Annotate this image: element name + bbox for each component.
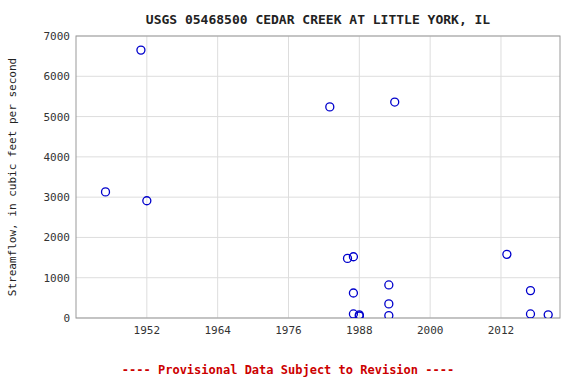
plot-frame (76, 36, 560, 318)
y-tick-label: 5000 (44, 111, 71, 124)
scatter-point (526, 287, 534, 295)
scatter-point (102, 188, 110, 196)
x-tick-label: 1952 (134, 324, 161, 337)
scatter-point (385, 281, 393, 289)
background (0, 0, 576, 384)
title: USGS 05468500 CEDAR CREEK AT LITTLE YORK… (146, 12, 491, 27)
y-tick-label: 3000 (44, 191, 71, 204)
x-tick-label: 2012 (488, 324, 515, 337)
x-grid-line (146, 36, 147, 318)
scatter-point (137, 46, 145, 54)
scatter-point (391, 98, 399, 106)
y-tick-label: 6000 (44, 70, 71, 83)
scatter-point (143, 197, 151, 205)
scatter-point (326, 103, 334, 111)
y-grid-line (76, 156, 560, 157)
scatter-point (349, 253, 357, 261)
y-grid-line (76, 277, 560, 278)
y-tick-label: 0 (63, 312, 70, 325)
x-tick-label: 2000 (417, 324, 444, 337)
y-tick-label: 4000 (44, 151, 71, 164)
x-grid-line (359, 36, 360, 318)
axes: 1952 1964 1976 1988 2000 2012 0 1000 2000 3000 400… (44, 30, 561, 337)
x-grid-line (500, 36, 501, 318)
footer-note: ---- Provisional Data Subject to Revisio… (122, 363, 454, 377)
x-tick-label: 1988 (346, 324, 373, 337)
x-grid-line (288, 36, 289, 318)
y-tick-label: 2000 (44, 231, 71, 244)
scatter-point (503, 250, 511, 258)
x-grid-line (217, 36, 218, 318)
scatter-point (349, 289, 357, 297)
y-grid-line (76, 76, 560, 77)
scatter-point (544, 311, 552, 318)
scatter-point (355, 312, 363, 318)
scatter-point (385, 312, 393, 318)
y-grid-line (76, 237, 560, 238)
x-tick-label: 1964 (204, 324, 231, 337)
scatter-point (526, 310, 534, 318)
y-grid-line (76, 116, 560, 117)
points (102, 46, 553, 318)
y-axis-label: Streamflow, in cubic feet per second (6, 58, 19, 296)
chart: 1952 1964 1976 1988 2000 2012 0 1000 2000 3000 400… (0, 0, 576, 384)
x-grid-line (430, 36, 431, 318)
y-tick-label: 1000 (44, 272, 71, 285)
y-tick-label: 7000 (44, 30, 71, 43)
grid (76, 36, 560, 318)
scatter-point (385, 300, 393, 308)
x-tick-label: 1976 (275, 324, 302, 337)
